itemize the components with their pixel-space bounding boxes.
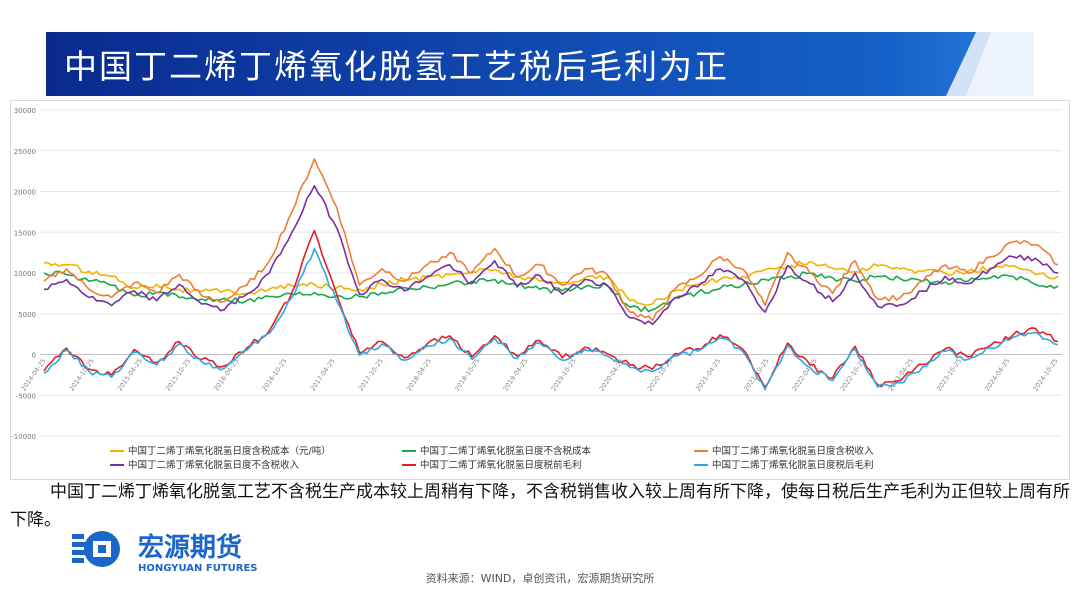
y-tick-label: 15000 [14, 229, 36, 237]
logo-cn-text: 宏源期货 [138, 532, 242, 563]
logo-mark-icon [72, 531, 120, 567]
chart-caption: 中国丁二烯丁烯氧化脱氢工艺不含税生产成本较上周稍有下降，不含税销售收入较上周有所… [10, 482, 1070, 530]
legend-label: 中国丁二烯丁烯氧化脱氢日度含税收入 [712, 445, 874, 457]
line-chart: 30000 25000 20000 15000 10000 5000 0 -5000 -1000… [10, 100, 1070, 480]
page-title: 中国丁二烯丁烯氧化脱氢工艺税后毛利为正 [64, 47, 729, 86]
series-line [43, 185, 1059, 326]
legend-label: 中国丁二烯丁烯氧化脱氢日度不含税收入 [128, 459, 300, 471]
source-note: 资料来源：WIND，卓创资讯，宏源期货研究所 [425, 572, 655, 585]
series-line [43, 260, 1059, 306]
series-line [43, 247, 1059, 391]
y-tick-label: 10000 [14, 270, 36, 278]
y-tick-label: -10000 [11, 433, 36, 441]
logo-en-text: HONGYUAN FUTURES [138, 563, 258, 574]
legend-label: 中国丁二烯丁烯氧化脱氢日度含税成本（元/吨） [128, 445, 331, 457]
legend-label: 中国丁二烯丁烯氧化脱氢日度税前毛利 [420, 459, 582, 471]
y-tick-label: 5000 [18, 311, 36, 319]
y-tick-label: 30000 [14, 107, 36, 115]
legend-label: 中国丁二烯丁烯氧化脱氢日度税后毛利 [712, 459, 874, 471]
series-line [43, 270, 1059, 313]
hongyuan-logo: 宏源期货 HONGYUAN FUTURES [72, 531, 258, 574]
y-tick-label: 0 [32, 352, 36, 360]
y-tick-label: -5000 [16, 392, 36, 400]
series-line [43, 158, 1059, 322]
title-banner [46, 32, 1034, 96]
legend-label: 中国丁二烯丁烯氧化脱氢日度不含税成本 [420, 445, 592, 457]
y-tick-label: 25000 [14, 148, 36, 156]
y-tick-label: 20000 [14, 189, 36, 197]
